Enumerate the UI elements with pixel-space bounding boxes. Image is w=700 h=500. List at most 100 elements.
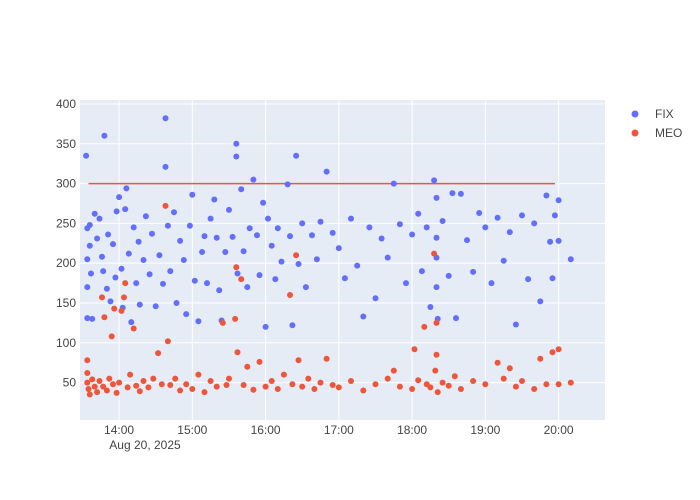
fix-point-73[interactable] bbox=[260, 199, 267, 206]
fix-point-88[interactable] bbox=[313, 256, 320, 263]
fix-point-25[interactable] bbox=[123, 185, 130, 192]
fix-point-118[interactable] bbox=[453, 315, 459, 322]
meo-point-42[interactable] bbox=[213, 383, 220, 390]
fix-point-94[interactable] bbox=[348, 215, 354, 222]
meo-point-56[interactable] bbox=[274, 386, 281, 392]
fix-point-15[interactable] bbox=[103, 285, 110, 292]
meo-point-58[interactable] bbox=[287, 292, 293, 298]
meo-point-47[interactable] bbox=[233, 264, 240, 271]
fix-point-27[interactable] bbox=[128, 319, 135, 326]
meo-point-1[interactable] bbox=[84, 370, 91, 376]
fix-point-13[interactable] bbox=[100, 268, 107, 275]
fix-point-16[interactable] bbox=[105, 231, 112, 238]
fix-point-121[interactable] bbox=[470, 268, 477, 275]
meo-point-55[interactable] bbox=[268, 378, 275, 384]
fix-point-126[interactable] bbox=[500, 257, 507, 264]
meo-point-59[interactable] bbox=[289, 381, 296, 388]
meo-point-77[interactable] bbox=[415, 377, 422, 384]
meo-point-24[interactable] bbox=[130, 325, 137, 332]
fix-point-14[interactable] bbox=[101, 132, 108, 139]
fix-point-2[interactable] bbox=[84, 256, 91, 263]
fix-point-26[interactable] bbox=[125, 250, 132, 257]
meo-point-51[interactable] bbox=[244, 363, 251, 370]
meo-point-7[interactable] bbox=[94, 389, 101, 396]
fix-point-123[interactable] bbox=[482, 224, 489, 231]
meo-point-10[interactable] bbox=[100, 383, 107, 390]
fix-point-98[interactable] bbox=[372, 295, 379, 302]
meo-point-14[interactable] bbox=[108, 333, 115, 340]
meo-point-91[interactable] bbox=[482, 381, 489, 388]
fix-point-45[interactable] bbox=[177, 237, 184, 244]
meo-point-46[interactable] bbox=[232, 315, 239, 322]
meo-point-35[interactable] bbox=[172, 375, 179, 382]
meo-point-74[interactable] bbox=[396, 383, 403, 390]
fix-point-79[interactable] bbox=[278, 258, 285, 265]
meo-point-21[interactable] bbox=[122, 280, 129, 287]
meo-point-64[interactable] bbox=[311, 386, 318, 392]
fix-point-80[interactable] bbox=[284, 181, 291, 188]
meo-point-97[interactable] bbox=[531, 386, 538, 392]
meo-point-81[interactable] bbox=[431, 250, 438, 257]
fix-point-96[interactable] bbox=[360, 313, 367, 320]
fix-point-125[interactable] bbox=[494, 214, 501, 221]
meo-point-19[interactable] bbox=[118, 307, 125, 314]
meo-point-45[interactable] bbox=[226, 375, 232, 382]
fix-point-130[interactable] bbox=[525, 276, 532, 283]
fix-point-68[interactable] bbox=[244, 284, 251, 291]
meo-point-99[interactable] bbox=[543, 381, 550, 388]
fix-point-81[interactable] bbox=[287, 233, 293, 240]
meo-point-93[interactable] bbox=[500, 375, 507, 382]
legend-item-fix[interactable]: FIX bbox=[631, 107, 674, 121]
fix-point-101[interactable] bbox=[390, 180, 397, 187]
meo-point-39[interactable] bbox=[195, 371, 202, 378]
fix-point-77[interactable] bbox=[272, 276, 279, 283]
fix-point-103[interactable] bbox=[403, 280, 409, 287]
meo-point-33[interactable] bbox=[164, 338, 171, 345]
fix-point-122[interactable] bbox=[476, 210, 483, 216]
meo-point-53[interactable] bbox=[256, 358, 263, 365]
meo-point-84[interactable] bbox=[433, 351, 440, 358]
fix-point-31[interactable] bbox=[136, 301, 143, 308]
fix-point-3[interactable] bbox=[84, 284, 91, 291]
meo-point-50[interactable] bbox=[240, 382, 247, 388]
fix-point-134[interactable] bbox=[547, 238, 554, 245]
fix-point-85[interactable] bbox=[299, 220, 306, 227]
meo-point-92[interactable] bbox=[494, 359, 501, 366]
meo-point-98[interactable] bbox=[537, 355, 544, 362]
meo-point-71[interactable] bbox=[372, 381, 379, 388]
fix-point-19[interactable] bbox=[112, 274, 119, 281]
meo-point-38[interactable] bbox=[189, 386, 196, 392]
fix-point-102[interactable] bbox=[396, 221, 403, 228]
meo-point-36[interactable] bbox=[177, 387, 184, 394]
meo-point-72[interactable] bbox=[384, 375, 391, 382]
fix-point-69[interactable] bbox=[246, 225, 253, 232]
fix-point-64[interactable] bbox=[233, 153, 240, 160]
meo-point-60[interactable] bbox=[293, 252, 300, 259]
meo-point-83[interactable] bbox=[433, 319, 440, 326]
fix-point-95[interactable] bbox=[354, 262, 361, 269]
meo-point-102[interactable] bbox=[555, 381, 562, 388]
fix-point-92[interactable] bbox=[335, 245, 342, 252]
meo-point-73[interactable] bbox=[390, 367, 397, 374]
meo-point-87[interactable] bbox=[445, 382, 452, 389]
meo-point-86[interactable] bbox=[439, 379, 446, 386]
meo-point-76[interactable] bbox=[411, 346, 418, 353]
fix-point-51[interactable] bbox=[195, 318, 202, 325]
fix-point-131[interactable] bbox=[531, 220, 538, 227]
fix-point-110[interactable] bbox=[433, 194, 440, 201]
fix-point-132[interactable] bbox=[537, 298, 544, 305]
meo-point-32[interactable] bbox=[162, 202, 169, 209]
fix-point-42[interactable] bbox=[167, 268, 174, 275]
fix-point-120[interactable] bbox=[464, 237, 470, 244]
meo-point-31[interactable] bbox=[158, 381, 165, 388]
fix-point-50[interactable] bbox=[191, 277, 198, 284]
fix-point-115[interactable] bbox=[439, 218, 446, 224]
meo-point-29[interactable] bbox=[150, 375, 157, 382]
meo-point-41[interactable] bbox=[207, 378, 214, 384]
fix-point-84[interactable] bbox=[295, 261, 302, 267]
meo-point-63[interactable] bbox=[305, 375, 312, 382]
meo-point-62[interactable] bbox=[299, 383, 306, 390]
meo-point-68[interactable] bbox=[335, 384, 342, 391]
fix-point-57[interactable] bbox=[213, 234, 220, 241]
fix-point-41[interactable] bbox=[164, 222, 171, 229]
